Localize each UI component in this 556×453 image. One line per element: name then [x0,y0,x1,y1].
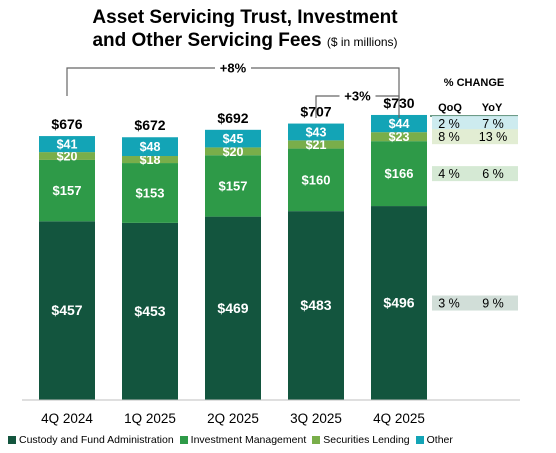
bar-total-label: $672 [134,117,165,133]
bar-segment-securities [288,140,344,149]
bar-value-label: $457 [51,302,82,318]
change-qoq-value: 8 % [438,130,460,144]
legend-item-custody: Custody and Fund Administration [8,434,174,446]
bar-value-label: $166 [385,166,414,181]
change-row-bg [432,166,518,182]
legend-swatch-custody [8,436,16,444]
bar-segment-custody [205,216,261,400]
legend-swatch-other [415,436,424,444]
legend-label-securities: Securities Lending [323,434,410,446]
bar-segment-securities [205,147,261,156]
bar-segment-investment [122,163,178,223]
change-qoq-value: 2 % [438,117,460,131]
bar-value-label: $44 [389,117,410,131]
bracket-label-bg [215,59,251,76]
change-yoy-value: 9 % [482,297,504,311]
legend-swatch-investment [179,436,188,444]
bar-segment-investment [39,159,95,222]
change-yoy-value: 13 % [479,130,508,144]
bar-segment-investment [288,148,344,212]
change-yoy-value: 6 % [482,167,504,181]
change-yoy-value: 7 % [482,117,504,131]
bar-value-label: $496 [383,295,414,311]
bar-value-label: $21 [306,138,327,152]
bar-segment-custody [39,221,95,400]
bar-segment-custody [371,206,427,400]
title-line2: and Other Servicing Fees [92,30,322,51]
legend-item-investment: Investment Management [179,434,307,446]
bar-segment-securities [122,156,178,164]
bar-value-label: $20 [57,150,78,164]
legend-label-other: Other [426,434,453,446]
x-axis-tick-label: 3Q 2025 [290,411,342,426]
bar-value-label: $153 [136,185,165,200]
bar-value-label: $469 [217,300,248,316]
change-table-header: % CHANGE [444,77,505,89]
bar-total-label: $676 [51,116,82,132]
x-axis-tick-label: 1Q 2025 [124,411,176,426]
title-line1: Asset Servicing Trust, Investment [92,7,398,28]
bar-value-label: $157 [53,183,82,198]
legend-item-securities: Securities Lending [312,434,410,446]
bar-value-label: $23 [389,130,410,144]
bar-value-label: $43 [306,125,327,139]
legend-label-investment: Investment Management [190,434,307,446]
legend-swatch-securities [312,436,321,444]
bar-segment-securities [39,152,95,160]
x-axis-tick-label: 4Q 2025 [373,411,425,426]
x-axis-tick-label: 2Q 2025 [207,411,259,426]
bar-value-label: $157 [219,178,248,193]
bracket-label: +8% [220,61,247,76]
bar-segment-other [205,129,261,148]
bar-value-label: $483 [300,297,331,313]
bar-total-label: $692 [217,110,248,126]
bar-segment-other [39,136,95,153]
bar-segment-custody [122,222,178,400]
legend-label-custody: Custody and Fund Administration [19,434,174,446]
change-qoq-value: 3 % [438,297,460,311]
bar-segment-other [122,137,178,157]
bar-segment-investment [371,141,427,207]
chart-subtitle: ($ in millions) [326,35,398,49]
bar-value-label: $48 [140,140,161,154]
change-row-bg [432,116,518,132]
chart-legend: Custody and Fund Administration Investme… [8,434,459,446]
change-qoq-value: 4 % [438,167,460,181]
bar-value-label: $45 [223,132,244,146]
bracket-label: +3% [344,89,371,104]
bracket-label-bg [339,87,376,104]
x-axis-tick-label: 4Q 2024 [41,411,93,426]
bar-segment-securities [371,132,427,142]
bar-value-label: $160 [302,172,331,187]
bar-segment-other [371,114,427,133]
bar-segment-custody [288,211,344,400]
chart-title-line2: and Other Servicing Fees ($ in millions) [0,29,490,54]
change-row-bg [432,129,518,145]
bar-value-label: $20 [223,145,244,159]
bar-value-label: $453 [134,303,165,319]
chart-title: Asset Servicing Trust, Investment [0,6,490,29]
change-col-qoq: QoQ [438,102,462,114]
change-row-bg [432,295,518,311]
bar-segment-investment [205,155,261,217]
bar-value-label: $41 [57,138,78,152]
bar-value-label: $18 [140,153,161,167]
bar-segment-other [288,123,344,141]
legend-item-other: Other [415,434,453,446]
change-col-yoy: YoY [482,102,503,114]
